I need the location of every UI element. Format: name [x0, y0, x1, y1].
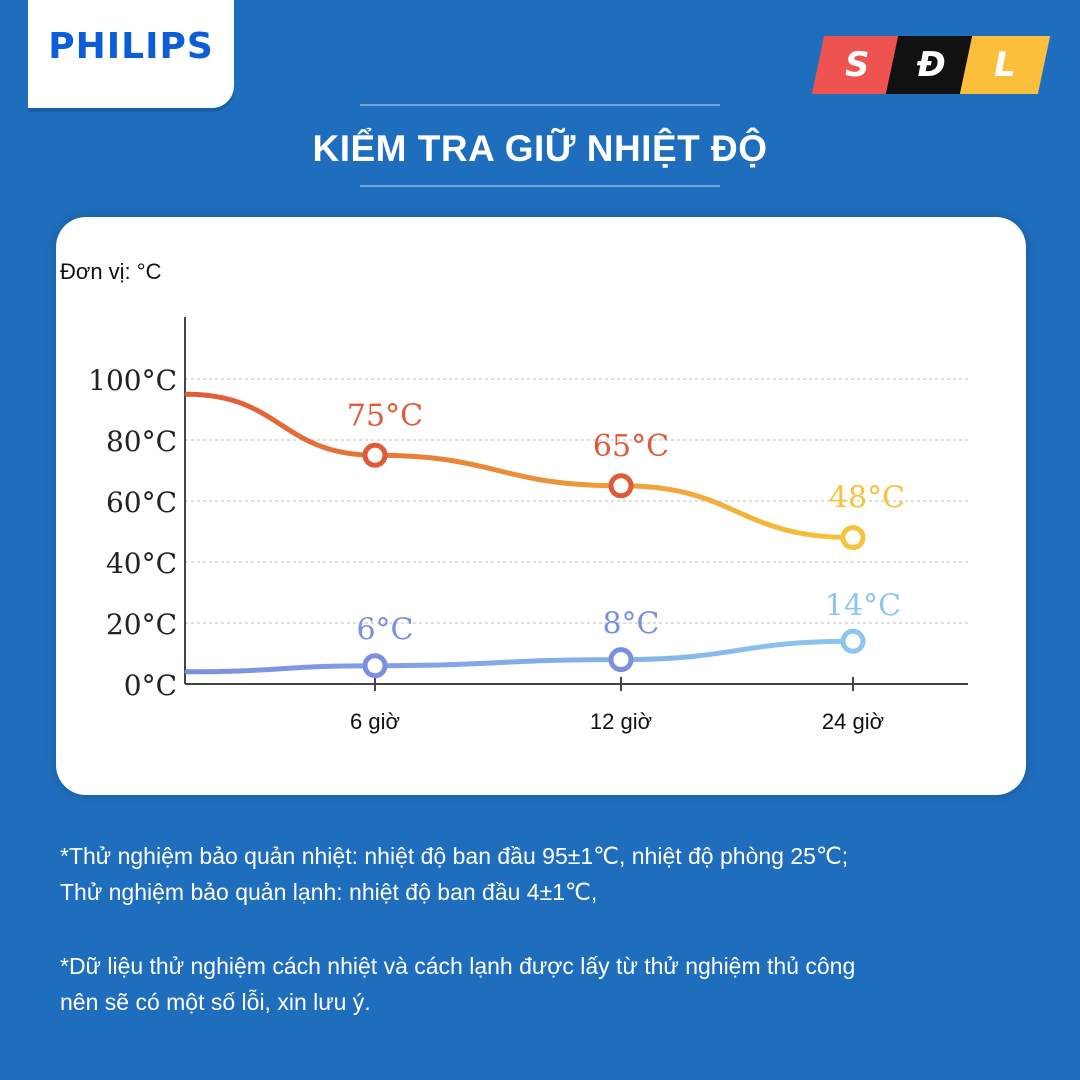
- x-tick-label: 24 giờ: [822, 709, 884, 734]
- note-disclaimer-1: *Dữ liệu thử nghiệm cách nhiệt và cách l…: [60, 953, 856, 979]
- note-disclaimer-2: nên sẽ có một số lỗi, xin lưu ý.: [60, 989, 371, 1015]
- page-title: KIỂM TRA GIỮ NHIỆT ĐỘ: [312, 128, 768, 169]
- title-divider-bottom: [360, 185, 720, 187]
- note-cold-test: Thử nghiệm bảo quản lạnh: nhiệt độ ban đ…: [60, 879, 598, 905]
- y-tick-label: 60°C: [106, 486, 177, 519]
- unit-label: Đơn vị: °C: [60, 259, 162, 284]
- note-heat-test: *Thử nghiệm bảo quản nhiệt: nhiệt độ ban…: [60, 843, 849, 869]
- data-point: [840, 525, 866, 551]
- badge-s-letter: S: [844, 45, 870, 85]
- logo-text: PHILIPS: [48, 26, 214, 67]
- data-point: [608, 647, 634, 673]
- y-tick-label: 80°C: [106, 425, 177, 458]
- x-tick-label: 6 giờ: [350, 709, 400, 734]
- y-tick-label: 20°C: [106, 608, 177, 641]
- data-point: [362, 653, 388, 679]
- chart-card: [56, 217, 1026, 795]
- badge-d-letter: Đ: [916, 45, 946, 85]
- y-tick-label: 0°C: [124, 669, 177, 702]
- title-divider-top: [360, 104, 720, 106]
- badge-l: L: [959, 36, 1051, 94]
- data-label: 14°C: [825, 588, 901, 623]
- data-label: 8°C: [602, 607, 659, 642]
- badge-l-letter: L: [994, 45, 1016, 85]
- sdl-badge-group: S Đ L: [811, 36, 1051, 94]
- y-tick-label: 100°C: [88, 364, 177, 397]
- data-point: [362, 442, 388, 468]
- series-line-1: [184, 638, 856, 675]
- series-line-0: [184, 391, 856, 541]
- data-point: [608, 473, 634, 499]
- temperature-line-chart: 0°C 20°C 40°C 60°C 80°C 100°C 6 giờ 12 giờ 24 gi…: [88, 317, 968, 734]
- data-label: 65°C: [593, 429, 669, 464]
- y-tick-label: 40°C: [106, 547, 177, 580]
- data-label: 6°C: [356, 613, 413, 648]
- data-label: 48°C: [829, 481, 905, 516]
- data-label: 75°C: [347, 398, 423, 433]
- data-point: [840, 628, 866, 654]
- x-tick-label: 12 giờ: [590, 709, 652, 734]
- philips-logo: PHILIPS: [28, 0, 234, 108]
